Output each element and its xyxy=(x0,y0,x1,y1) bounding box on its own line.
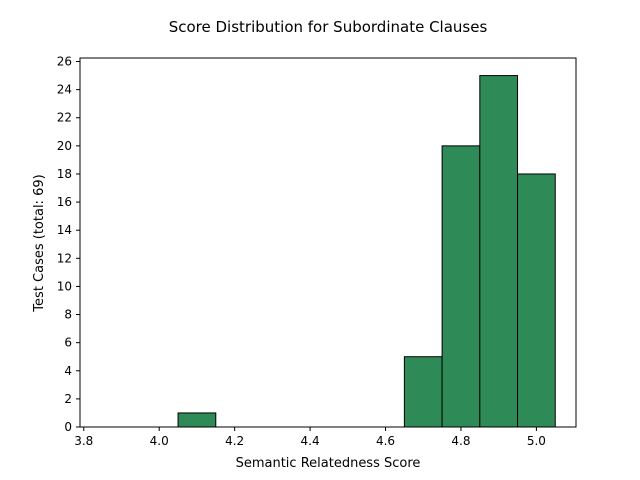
y-tick-label-9: 18 xyxy=(57,167,72,181)
y-tick-label-6: 12 xyxy=(57,251,72,265)
histogram-bar-2 xyxy=(441,145,481,428)
y-tick-label-12: 24 xyxy=(57,83,72,97)
x-tick-label-5: 4.8 xyxy=(451,434,470,448)
y-tick-label-5: 10 xyxy=(57,279,72,293)
x-tick-label-6: 5.0 xyxy=(527,434,546,448)
y-tick-label-11: 22 xyxy=(57,111,72,125)
y-tick-label-10: 20 xyxy=(57,139,72,153)
y-tick-label-8: 16 xyxy=(57,195,72,209)
y-tick-label-7: 14 xyxy=(57,223,72,237)
x-axis-ticks: 3.8 4.0 4.2 4.4 4.6 4.8 5.0 xyxy=(74,427,546,448)
chart-title: Score Distribution for Subordinate Claus… xyxy=(169,18,488,36)
y-tick-label-2: 4 xyxy=(64,364,72,378)
histogram-bar-0 xyxy=(177,412,217,428)
y-tick-label-13: 26 xyxy=(57,55,72,69)
histogram-bar-1 xyxy=(403,356,443,428)
y-tick-label-1: 2 xyxy=(64,392,72,406)
y-tick-label-0: 0 xyxy=(64,420,72,434)
x-tick-label-2: 4.2 xyxy=(225,434,244,448)
x-tick-label-0: 3.8 xyxy=(74,434,93,448)
plot-frame xyxy=(79,57,577,428)
y-tick-label-3: 6 xyxy=(64,336,72,350)
x-tick-label-3: 4.4 xyxy=(301,434,320,448)
histogram-bar-3 xyxy=(479,75,519,428)
bars-group xyxy=(177,75,556,428)
y-tick-label-4: 8 xyxy=(64,308,72,322)
x-tick-label-4: 4.6 xyxy=(376,434,395,448)
x-tick-label-1: 4.0 xyxy=(150,434,169,448)
x-axis-label: Semantic Relatedness Score xyxy=(236,456,421,471)
histogram-bar-4 xyxy=(517,173,556,428)
y-axis-label: Test Cases (total: 69) xyxy=(32,174,47,312)
